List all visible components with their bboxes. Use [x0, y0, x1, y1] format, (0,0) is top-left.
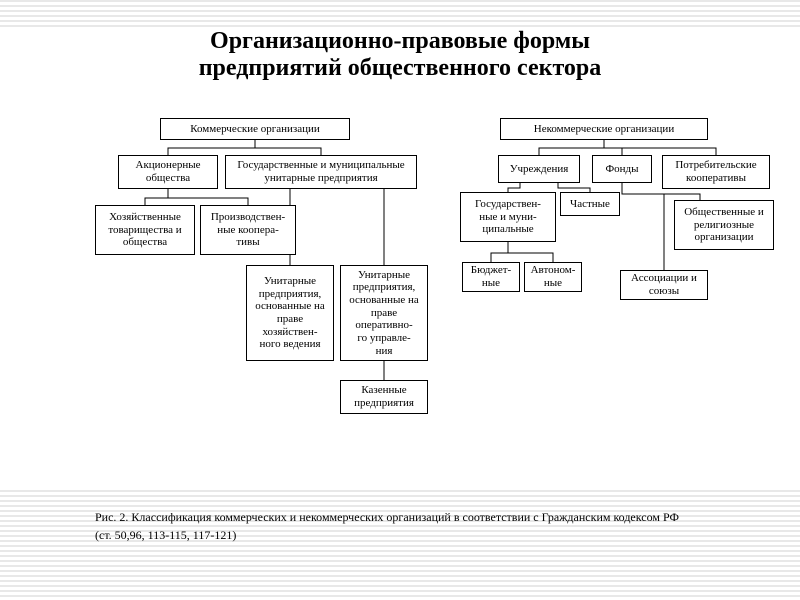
page-title: Организационно-правовые формыпредприятий… [0, 28, 800, 82]
node-ao: Акционерные общества [118, 155, 218, 189]
node-uchr: Учреждения [498, 155, 580, 183]
hatch-bottom [0, 490, 800, 600]
caption-line-1: Рис. 2. Классификация коммерческих и нек… [95, 510, 679, 525]
node-relig: Общественные и религиозные организации [674, 200, 774, 250]
caption-line-2: (ст. 50,96, 113-115, 117-121) [95, 528, 236, 543]
edge-fondy-assoc [622, 183, 664, 270]
node-gosmun: Государствен-ные и муни-ципальные [460, 192, 556, 242]
slide: Организационно-правовые формыпредприятий… [0, 0, 800, 600]
edge-noncommercial-fondy [604, 140, 622, 155]
node-commercial: Коммерческие организации [160, 118, 350, 140]
node-potreb: Потребительские кооперативы [662, 155, 770, 189]
edge-noncommercial-uchr [539, 140, 604, 155]
edge-commercial-ao [168, 140, 255, 155]
node-hoz: Хозяйственные товарищества и общества [95, 205, 195, 255]
edge-gosmun-budg [491, 242, 508, 262]
node-noncommercial: Некоммерческие организации [500, 118, 708, 140]
node-chast: Частные [560, 192, 620, 216]
edge-uchr-chast [558, 183, 590, 192]
node-uni2: Унитарные предприятия, основанные на пра… [340, 265, 428, 361]
edge-uchr-gosmun [508, 183, 520, 192]
node-prod: Производствен-ные коопера-тивы [200, 205, 296, 255]
node-budg: Бюджет-ные [462, 262, 520, 292]
node-assoc: Ассоциации и союзы [620, 270, 708, 300]
hatch-top [0, 0, 800, 28]
node-gup: Государственные и муниципальные унитарны… [225, 155, 417, 189]
node-uni1: Унитарные предприятия, основанные на пра… [246, 265, 334, 361]
node-fondy: Фонды [592, 155, 652, 183]
title-line-1: Организационно-правовые формы [210, 28, 590, 54]
title-line-2: предприятий общественного сектора [199, 55, 602, 81]
edge-gosmun-auton [508, 242, 553, 262]
edge-ao-hoz [145, 189, 168, 205]
node-auton: Автоном-ные [524, 262, 582, 292]
node-kazen: Казенные предприятия [340, 380, 428, 414]
edge-commercial-gup [255, 140, 321, 155]
edge-ao-prod [168, 189, 248, 205]
edge-noncommercial-potreb [604, 140, 716, 155]
